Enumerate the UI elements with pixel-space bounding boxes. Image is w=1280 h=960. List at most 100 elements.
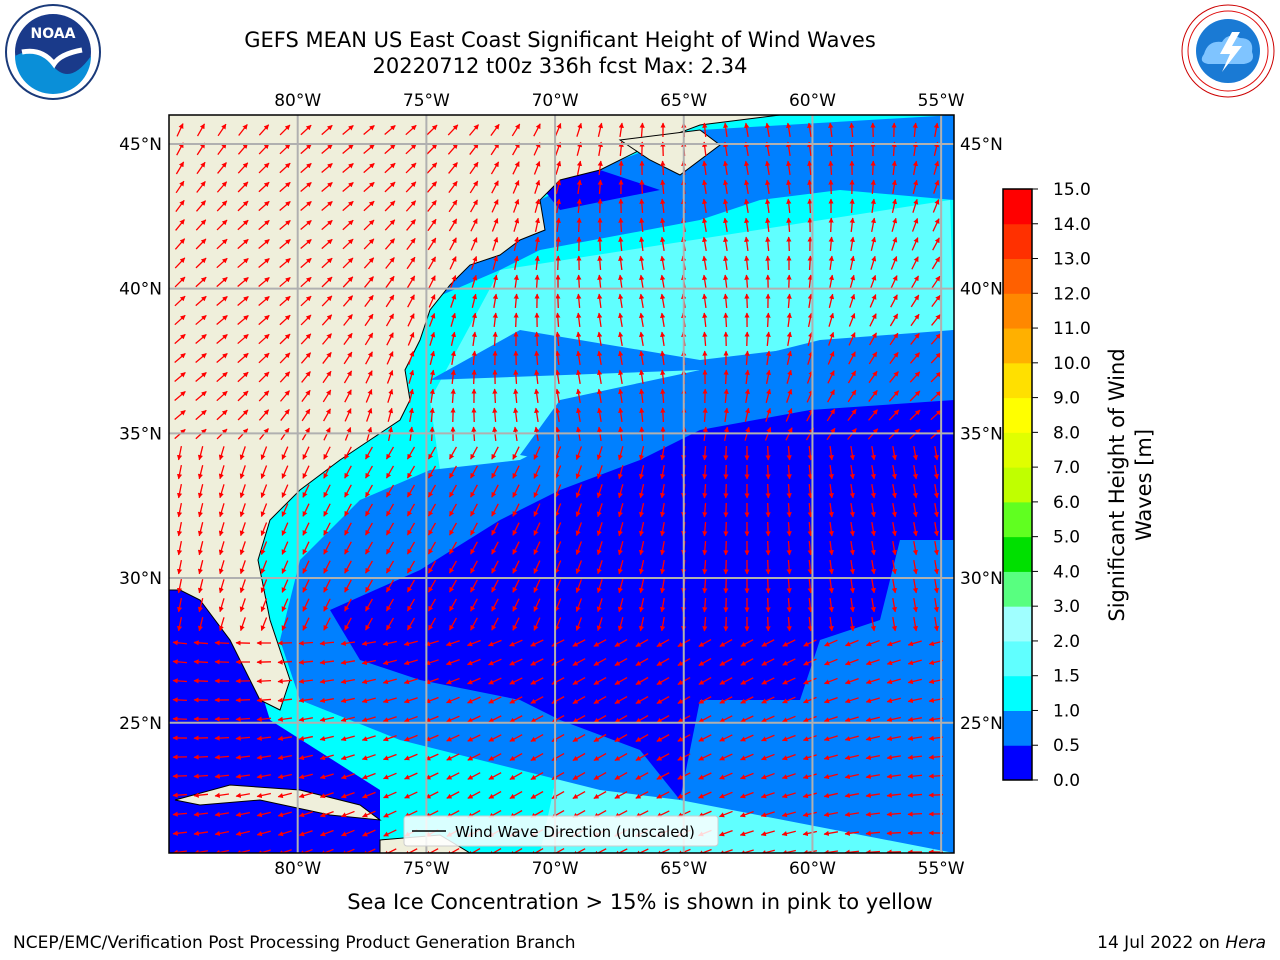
- wave-direction-arrow: [323, 408, 331, 422]
- colorbar-tick-label: 15.0: [1053, 180, 1091, 200]
- wave-direction-arrow: [824, 639, 838, 647]
- wave-direction-arrow: [218, 503, 225, 518]
- wave-direction-arrow: [639, 293, 645, 309]
- wave-direction-arrow: [807, 502, 813, 518]
- wave-direction-arrow: [639, 350, 645, 366]
- colorbar-segment: [1003, 606, 1032, 642]
- wave-direction-arrow: [260, 503, 268, 518]
- wave-direction-arrow: [891, 521, 897, 537]
- wave-direction-arrow: [385, 275, 395, 289]
- wave-direction-arrow: [384, 143, 396, 155]
- wave-direction-arrow: [237, 219, 249, 231]
- wave-direction-arrow: [176, 446, 183, 461]
- wave-direction-arrow: [555, 217, 561, 233]
- colorbar-tick-label: 6.0: [1053, 493, 1080, 513]
- wave-direction-arrow: [868, 370, 878, 384]
- wave-direction-arrow: [826, 408, 836, 422]
- wave-direction-arrow: [868, 390, 878, 402]
- wave-direction-arrow: [638, 560, 645, 575]
- wave-direction-arrow: [786, 198, 792, 214]
- wave-direction-arrow: [870, 578, 876, 594]
- wave-direction-arrow: [597, 293, 603, 309]
- wave-direction-arrow: [614, 639, 628, 647]
- wave-direction-arrow: [891, 559, 897, 575]
- colorbar-tick-label: 7.0: [1053, 458, 1080, 478]
- wave-direction-arrow: [555, 388, 561, 404]
- wave-direction-arrow: [554, 446, 562, 460]
- wave-direction-arrow: [237, 333, 249, 345]
- wave-direction-arrow: [302, 484, 310, 498]
- wave-direction-arrow: [448, 162, 458, 174]
- wave-direction-arrow: [323, 541, 331, 555]
- wave-direction-arrow: [174, 391, 186, 401]
- wave-direction-arrow: [176, 598, 183, 613]
- wave-direction-arrow: [933, 540, 939, 556]
- wave-direction-arrow: [470, 465, 478, 479]
- wave-direction-arrow: [469, 180, 479, 194]
- wave-direction-arrow: [635, 638, 649, 648]
- wave-direction-arrow: [218, 484, 225, 499]
- sea-ice-note: Sea Ice Concentration > 15% is shown in …: [347, 890, 933, 914]
- wave-direction-arrow: [301, 389, 311, 403]
- wave-direction-arrow: [239, 522, 246, 537]
- wave-direction-arrow: [849, 122, 855, 138]
- wave-direction-arrow: [909, 371, 921, 383]
- wave-direction-arrow: [849, 540, 855, 556]
- wave-direction-arrow: [597, 160, 603, 176]
- wave-direction-arrow: [195, 200, 207, 212]
- footer-date: 14 Jul 2022 on Hera: [1097, 933, 1266, 953]
- wave-direction-arrow: [218, 617, 225, 632]
- wave-direction-arrow: [930, 390, 942, 402]
- colorbar-segment: [1003, 467, 1032, 503]
- wave-direction-arrow: [828, 464, 834, 480]
- wave-direction-arrow: [343, 370, 353, 384]
- wave-direction-arrow: [828, 293, 835, 308]
- wave-direction-arrow: [575, 484, 583, 499]
- wave-direction-arrow: [382, 640, 397, 647]
- wave-direction-arrow: [702, 407, 708, 423]
- wave-direction-arrow: [323, 446, 331, 460]
- wave-direction-arrow: [828, 597, 834, 613]
- wave-direction-arrow: [786, 464, 792, 480]
- wave-direction-arrow: [427, 446, 437, 460]
- wave-direction-arrow: [555, 179, 562, 194]
- wave-direction-arrow: [174, 371, 186, 383]
- wave-direction-arrow: [239, 617, 246, 632]
- wave-direction-arrow: [807, 312, 814, 327]
- lon-label-top: 80°W: [274, 91, 321, 111]
- wave-direction-arrow: [386, 332, 394, 346]
- wave-direction-arrow: [513, 312, 519, 328]
- wave-direction-arrow: [656, 638, 670, 648]
- wave-direction-arrow: [216, 200, 228, 212]
- wave-direction-arrow: [279, 124, 291, 136]
- wave-direction-arrow: [469, 124, 479, 136]
- wave-direction-arrow: [385, 446, 395, 460]
- wave-direction-arrow: [534, 407, 540, 423]
- wave-direction-arrow: [891, 179, 897, 195]
- wave-direction-arrow: [448, 503, 458, 517]
- wave-direction-arrow: [828, 217, 834, 233]
- wave-direction-arrow: [638, 522, 645, 537]
- wave-direction-arrow: [279, 143, 291, 155]
- wave-direction-arrow: [218, 541, 225, 556]
- wave-direction-arrow: [427, 465, 437, 479]
- wave-direction-arrow: [258, 124, 270, 136]
- wave-direction-arrow: [406, 503, 416, 517]
- wave-direction-arrow: [827, 389, 835, 403]
- wave-direction-arrow: [828, 578, 834, 594]
- wave-direction-arrow: [298, 659, 314, 665]
- wave-direction-arrow: [216, 276, 228, 288]
- wave-direction-arrow: [512, 465, 520, 479]
- lon-label-top: 65°W: [660, 91, 707, 111]
- wave-direction-arrow: [365, 598, 373, 612]
- wave-direction-arrow: [744, 369, 750, 385]
- colorbar-segment: [1003, 675, 1032, 711]
- wave-direction-arrow: [869, 332, 877, 346]
- wave-direction-arrow: [889, 371, 899, 383]
- wave-direction-arrow: [237, 181, 249, 193]
- wave-direction-arrow: [554, 617, 562, 631]
- wave-direction-arrow: [618, 255, 624, 271]
- colorbar-segment: [1003, 362, 1032, 399]
- wave-direction-arrow: [427, 598, 437, 612]
- wave-direction-arrow: [723, 445, 729, 461]
